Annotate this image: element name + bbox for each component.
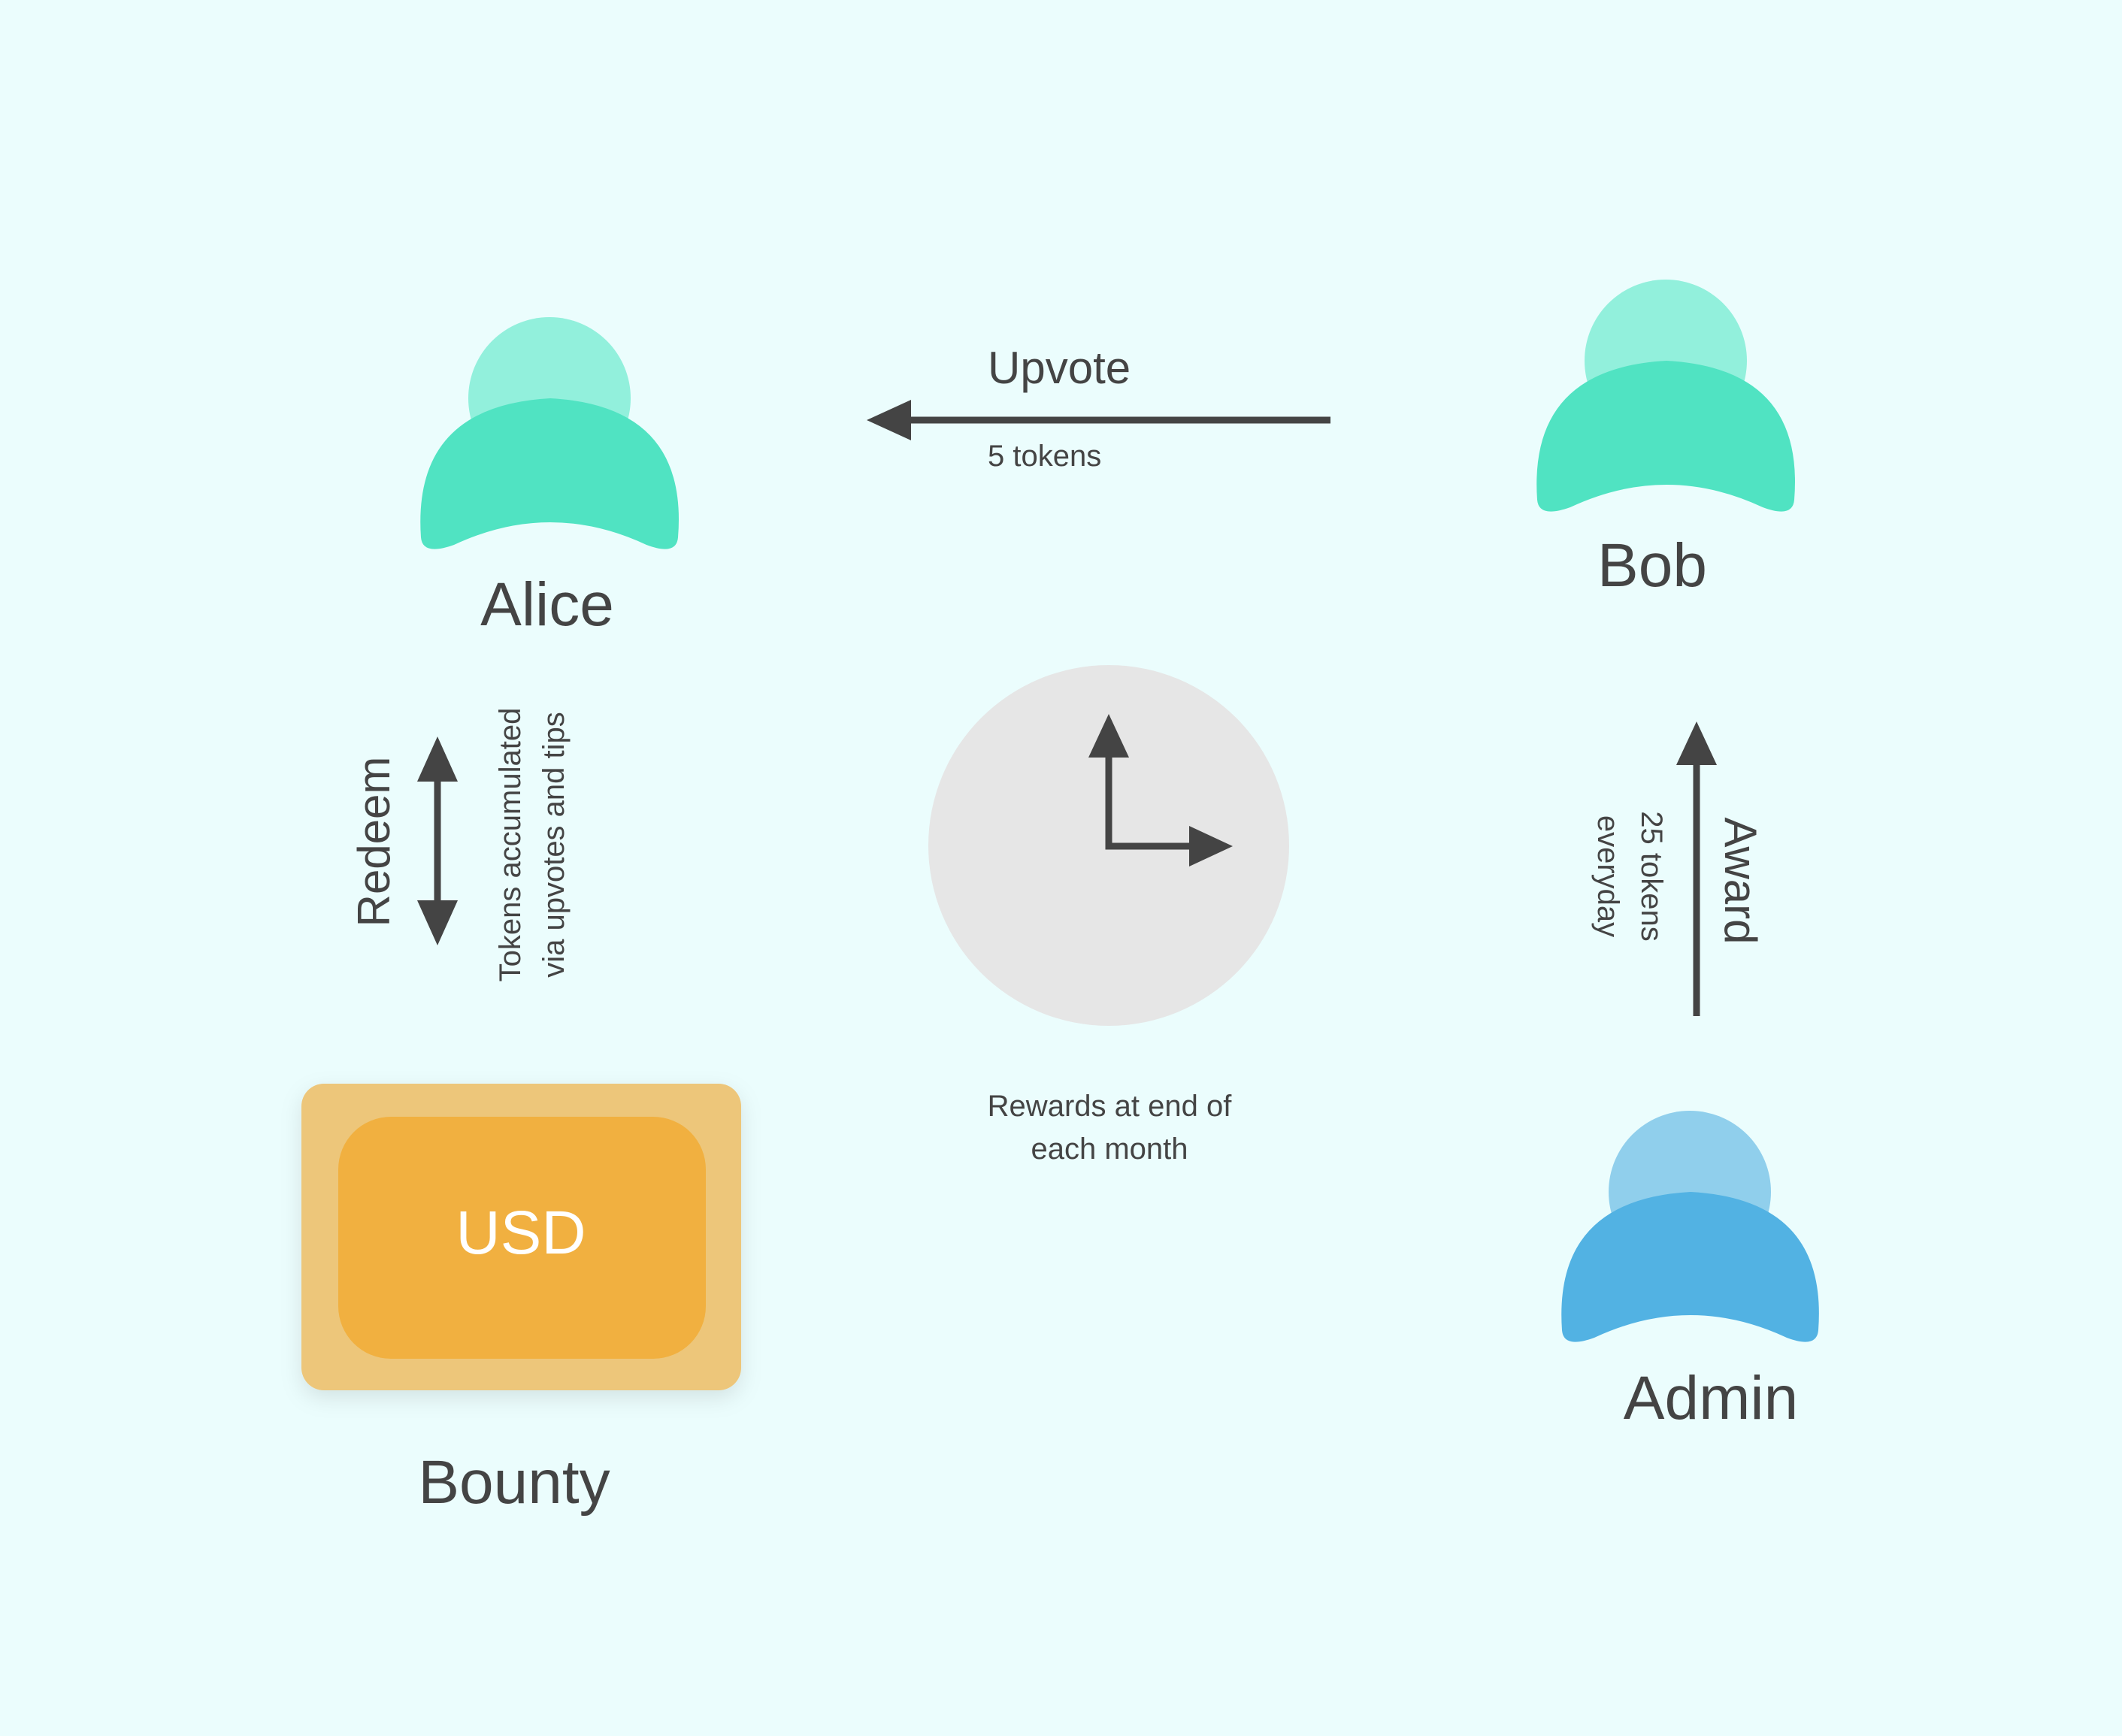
upvote-arrow xyxy=(867,400,1330,440)
bob-body xyxy=(1536,361,1795,512)
admin-body xyxy=(1561,1192,1819,1342)
redeem-detail-line1: Tokens accumulated xyxy=(494,708,527,982)
award-detail-line1: 25 tokens xyxy=(1635,811,1668,941)
bounty-currency: USD xyxy=(456,1199,586,1267)
redeem-label: Redeem xyxy=(349,757,399,927)
clock-minute-hand-tip xyxy=(1189,826,1233,866)
upvote-detail: 5 tokens xyxy=(988,440,1101,473)
bounty-inner xyxy=(338,1117,706,1359)
admin-user-icon xyxy=(1561,1111,1819,1342)
bounty-usd-card xyxy=(301,1084,741,1390)
upvote-label: Upvote xyxy=(988,343,1131,393)
alice-body xyxy=(420,398,679,549)
clock-hour-hand-tip xyxy=(1088,714,1129,758)
bounty-label: Bounty xyxy=(418,1448,610,1517)
admin-label: Admin xyxy=(1624,1364,1798,1432)
award-arrowhead xyxy=(1676,721,1717,765)
alice-user-icon xyxy=(420,317,679,549)
redeem-arrow xyxy=(417,736,458,945)
award-detail-line2: everyday xyxy=(1591,815,1624,937)
redeem-detail-line2: via upvotes and tips xyxy=(537,712,571,978)
clock-hands xyxy=(1105,752,1197,850)
alice-label: Alice xyxy=(480,570,614,639)
redeem-arrowhead-down xyxy=(417,900,458,945)
award-label: Award xyxy=(1715,818,1766,945)
award-arrow xyxy=(1676,721,1717,1016)
redeem-arrowhead-up xyxy=(417,736,458,782)
upvote-arrowhead xyxy=(867,400,911,440)
clock-caption-line1: Rewards at end of xyxy=(988,1090,1233,1123)
clock-icon xyxy=(928,665,1289,1026)
bob-user-icon xyxy=(1536,280,1795,512)
bob-label: Bob xyxy=(1597,531,1707,600)
clock-caption-line2: each month xyxy=(1031,1133,1188,1166)
